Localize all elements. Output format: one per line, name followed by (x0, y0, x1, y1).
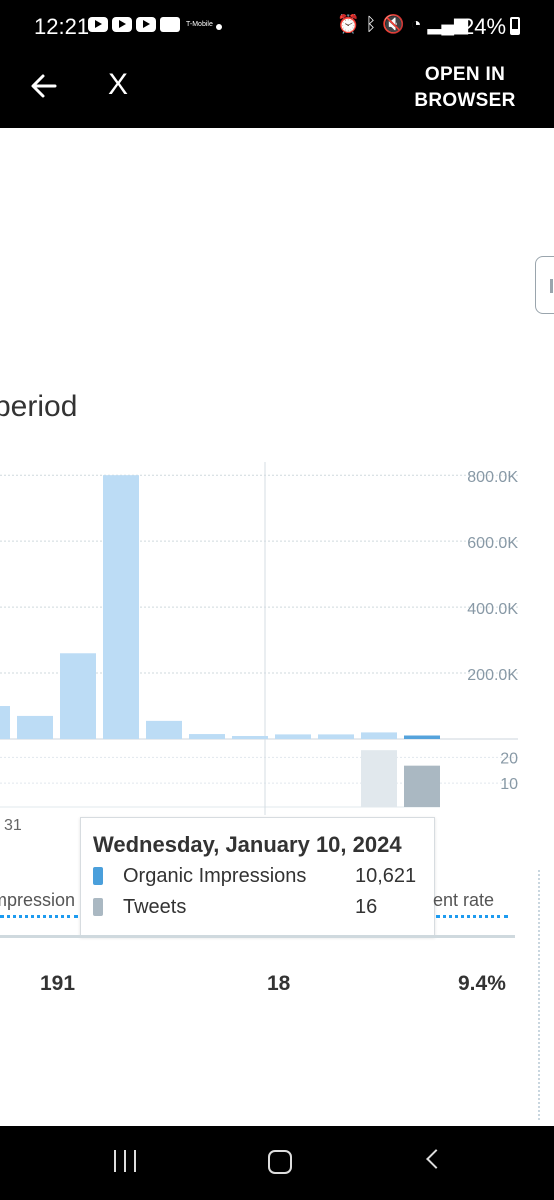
battery-percent: 24% (462, 14, 507, 39)
tooltip-row-tweets: Tweets 16 (93, 896, 423, 920)
tooltip-value: 10,621 (355, 865, 417, 887)
impressions-chart: 800.0K 600.0K 400.0K 200.0K 20 10 31 (0, 462, 518, 834)
y-tick-label: 200.0K (467, 667, 518, 684)
youtube-icon (136, 17, 156, 32)
impressions-bar[interactable] (146, 720, 182, 739)
impressions-bar[interactable] (189, 734, 225, 739)
back-arrow-icon[interactable] (28, 70, 60, 102)
x-tick-label: 31 (4, 817, 22, 834)
tab-engagement-rate[interactable]: ent rate (433, 890, 495, 910)
tooltip-row-impressions: Organic Impressions 10,621 (93, 865, 423, 889)
page-heading: period (0, 390, 78, 423)
y2-tick-label: 20 (500, 750, 518, 767)
bluetooth-icon: ᛒ (365, 14, 377, 34)
impressions-bar[interactable] (275, 734, 311, 739)
tab-impressions[interactable]: mpression (0, 890, 76, 910)
status-bar: 12:21 T-Mobile ⏰ ᛒ 🔇 ◔ ▂▄▆ 24% (0, 0, 554, 56)
signal-icon: ▂▄▆ (427, 14, 468, 34)
tooltip-date: Wednesday, January 10, 2024 (93, 832, 402, 857)
y-tick-label: 600.0K (467, 535, 518, 552)
tooltip-label: Tweets (123, 896, 187, 918)
alarm-icon: ⏰ (337, 14, 360, 34)
tab-underline (436, 915, 508, 918)
stat-value: 18 (267, 972, 291, 995)
wifi-icon: ◔ (410, 14, 422, 34)
back-button[interactable] (426, 1149, 446, 1169)
tooltip-label: Organic Impressions (123, 865, 307, 887)
impressions-bar[interactable] (60, 653, 96, 739)
recent-apps-button[interactable] (112, 1150, 138, 1172)
stat-value: 191 (40, 972, 76, 995)
stat-value: 9.4% (458, 972, 506, 995)
impressions-bar[interactable] (17, 715, 53, 739)
more-notifications-icon (216, 24, 222, 30)
impressions-bar[interactable] (318, 734, 354, 739)
system-nav-bar (0, 1126, 554, 1200)
y-tick-label: 800.0K (467, 469, 518, 486)
impressions-bar[interactable] (0, 706, 10, 739)
y2-tick-label: 10 (500, 776, 518, 793)
status-time: 12:21 (34, 14, 90, 39)
qr-icon (160, 17, 180, 32)
system-icons: ⏰ ᛒ 🔇 ◔ ▂▄▆ (337, 14, 468, 35)
divider (0, 935, 515, 938)
browser-toolbar: X OPEN IN BROWSER (0, 56, 554, 128)
tab-underline (0, 915, 78, 918)
tweets-bar[interactable] (361, 750, 397, 807)
series-swatch (93, 898, 103, 916)
youtube-icon (112, 17, 132, 32)
home-button[interactable] (268, 1150, 292, 1174)
scroll-indicator (538, 870, 540, 1120)
impressions-bar[interactable] (103, 475, 139, 739)
tooltip-value: 16 (355, 896, 378, 918)
side-button[interactable] (535, 256, 554, 314)
open-in-browser-button[interactable]: OPEN IN BROWSER (414, 64, 516, 111)
impressions-bar[interactable] (361, 732, 397, 739)
impressions-bar[interactable] (232, 736, 268, 739)
series-swatch (93, 867, 103, 885)
close-button[interactable]: X (108, 68, 129, 101)
y-tick-label: 400.0K (467, 601, 518, 618)
youtube-icon (88, 17, 108, 32)
notification-icons: T-Mobile (88, 17, 213, 32)
tweets-bar[interactable] (404, 765, 440, 807)
chart-tooltip: Wednesday, January 10, 2024 Organic Impr… (80, 817, 435, 937)
battery-icon (510, 17, 520, 35)
mute-icon: 🔇 (382, 14, 405, 34)
carrier-label: T-Mobile (186, 21, 213, 28)
impressions-bar[interactable] (404, 735, 440, 739)
